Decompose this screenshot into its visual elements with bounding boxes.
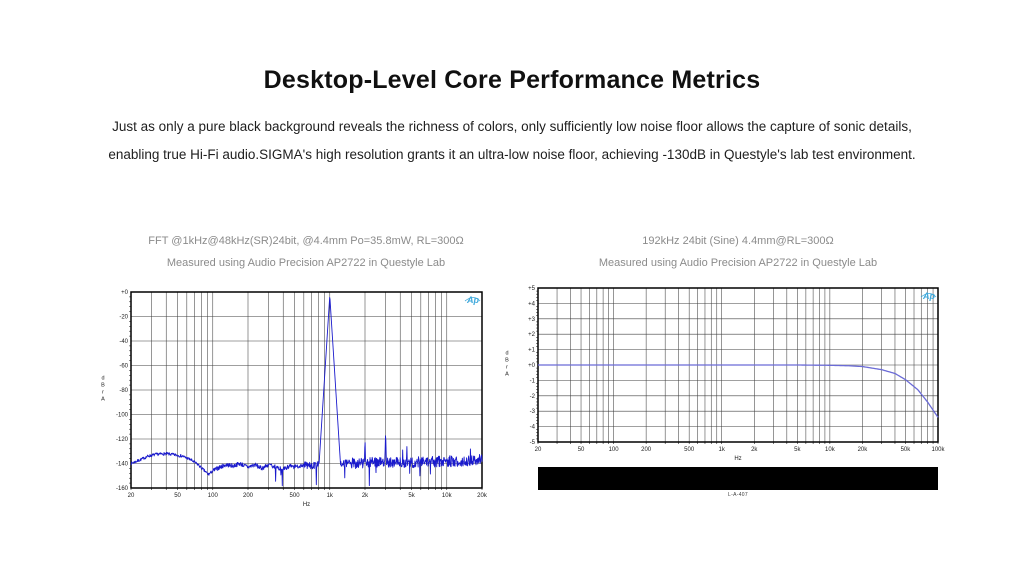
svg-text:20: 20: [535, 447, 542, 453]
svg-text:20: 20: [128, 493, 135, 499]
svg-text:A: A: [101, 397, 105, 403]
svg-text:200: 200: [641, 447, 652, 453]
svg-text:50: 50: [174, 493, 181, 499]
svg-text:2k: 2k: [362, 493, 369, 499]
redacted-legend-bar: [538, 467, 938, 490]
fft-chart-subcaption: Measured using Audio Precision AP2722 in…: [166, 257, 446, 269]
svg-text:+5: +5: [528, 286, 536, 292]
svg-text:d: d: [101, 376, 104, 382]
svg-text:-20: -20: [119, 315, 128, 321]
description-line-1: Just as only a pure black background rev…: [112, 119, 912, 134]
svg-text:Ap: Ap: [466, 295, 479, 305]
svg-text:200: 200: [243, 493, 254, 499]
svg-text:-40: -40: [119, 339, 128, 345]
svg-text:Ap: Ap: [922, 291, 935, 301]
svg-text:5k: 5k: [408, 493, 415, 499]
svg-text:100k: 100k: [931, 447, 945, 453]
svg-text:B: B: [101, 383, 105, 389]
svg-text:20k: 20k: [477, 493, 488, 499]
chart-footnote: L-A-407: [728, 492, 748, 498]
svg-text:-120: -120: [116, 437, 129, 443]
svg-text:500: 500: [684, 447, 695, 453]
svg-text:1k: 1k: [327, 493, 334, 499]
fr-chart-caption: 192kHz 24bit (Sine) 4.4mm@RL=300Ω: [642, 235, 834, 247]
svg-text:+1: +1: [528, 348, 536, 354]
svg-text:Hz: Hz: [303, 502, 310, 508]
fft-chart-caption: FFT @1kHz@48kHz(SR)24bit, @4.4mm Po=35.8…: [148, 235, 464, 247]
audio-precision-logo: Ap: [464, 295, 481, 305]
svg-text:-5: -5: [530, 440, 536, 446]
svg-text:50: 50: [578, 447, 585, 453]
svg-text:50k: 50k: [901, 447, 912, 453]
svg-text:1k: 1k: [719, 447, 726, 453]
svg-text:-140: -140: [116, 462, 129, 468]
fr-chart-subcaption: Measured using Audio Precision AP2722 in…: [598, 257, 878, 269]
svg-text:B: B: [505, 358, 509, 364]
svg-text:20k: 20k: [858, 447, 869, 453]
svg-text:10k: 10k: [442, 493, 453, 499]
svg-text:10k: 10k: [825, 447, 836, 453]
svg-text:-3: -3: [530, 409, 536, 415]
svg-text:-2: -2: [530, 394, 536, 400]
svg-text:100: 100: [609, 447, 620, 453]
svg-text:r: r: [506, 365, 508, 371]
svg-text:-1: -1: [530, 378, 536, 384]
svg-text:-60: -60: [119, 364, 128, 370]
svg-text:-160: -160: [116, 486, 129, 492]
svg-text:100: 100: [208, 493, 219, 499]
svg-text:2k: 2k: [751, 447, 758, 453]
svg-text:+0: +0: [121, 290, 129, 296]
svg-text:-100: -100: [116, 413, 129, 419]
svg-text:+2: +2: [528, 332, 536, 338]
svg-text:500: 500: [290, 493, 301, 499]
svg-text:-80: -80: [119, 388, 128, 394]
frequency-response-chart: +5 +4 +3 +2 +1 +0 -1 -2 -3 -4 -520 50 100 200 500 1k 2k 5…: [505, 286, 945, 462]
svg-text:d: d: [505, 351, 508, 357]
svg-text:+4: +4: [528, 301, 536, 307]
svg-text:+3: +3: [528, 317, 536, 323]
audio-precision-logo: Ap: [920, 291, 937, 301]
svg-text:A: A: [505, 372, 509, 378]
page-title: Desktop-Level Core Performance Metrics: [263, 66, 761, 94]
svg-text:5k: 5k: [794, 447, 801, 453]
svg-text:r: r: [102, 390, 104, 396]
svg-text:-4: -4: [530, 425, 536, 431]
svg-text:Hz: Hz: [734, 456, 741, 462]
svg-text:+0: +0: [528, 363, 536, 369]
description-line-2: enabling true Hi-Fi audio.SIGMA's high r…: [108, 147, 916, 162]
